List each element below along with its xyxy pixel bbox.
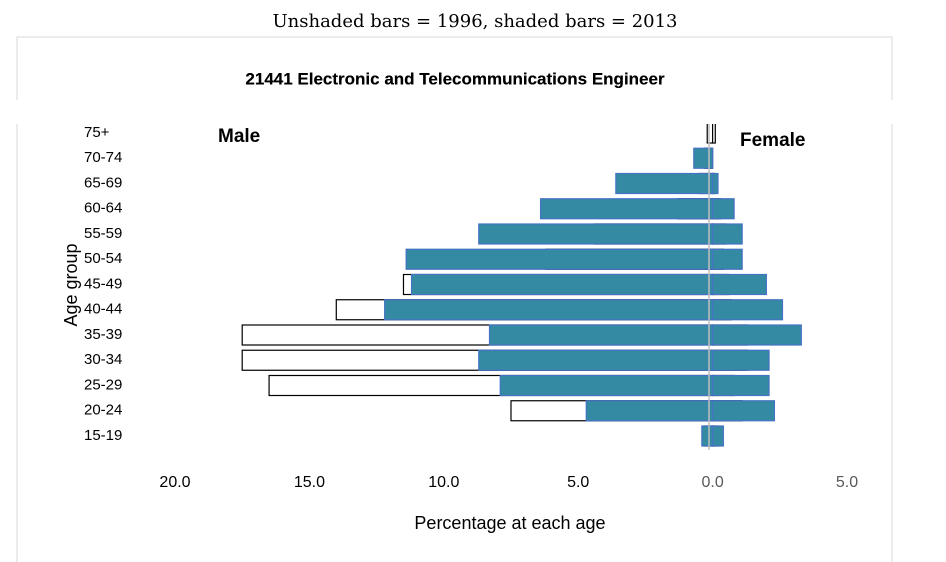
y-tick-label: 60-64 (84, 200, 122, 217)
y-tick-label: 15-19 (84, 427, 122, 444)
bar (478, 223, 714, 245)
female-label: Female (740, 130, 805, 151)
bar (384, 299, 714, 321)
x-tick-label: 0.0 (701, 474, 723, 491)
bar (711, 349, 770, 371)
bar (701, 425, 714, 447)
bar (693, 147, 714, 169)
bar (410, 273, 714, 296)
y-tick-label: 70-74 (84, 149, 122, 166)
bar (711, 425, 724, 447)
chart-frame (16, 36, 893, 562)
bar (711, 172, 719, 195)
y-tick-label: 45-49 (84, 275, 122, 292)
x-tick-label: 5.0 (567, 474, 589, 491)
y-tick-label: 25-29 (84, 376, 122, 393)
bar (711, 324, 802, 346)
bar (405, 248, 714, 270)
x-tick-label: 20.0 (159, 474, 190, 491)
y-axis-title: Age group (61, 243, 81, 326)
bar (711, 273, 767, 296)
bar (711, 299, 784, 321)
y-tick-label: 55-59 (84, 225, 122, 242)
y-tick-label: 75+ (84, 124, 110, 141)
note: Unshaded bars = 1996, shaded bars = 2013 (272, 11, 677, 32)
bar (711, 374, 770, 397)
bar (539, 198, 714, 220)
y-tick-label: 35-39 (84, 326, 122, 343)
y-tick-label: 20-24 (84, 402, 122, 419)
bar (711, 198, 735, 220)
bar (711, 248, 743, 270)
bar (499, 374, 714, 397)
bar (488, 324, 714, 346)
chart-title: 21441 Electronic and Telecommunications … (245, 69, 665, 88)
y-tick-label: 30-34 (84, 351, 122, 368)
bar (706, 122, 714, 144)
bar (585, 400, 714, 422)
chart-title: 21441 Electronic and Telecommunications … (245, 69, 665, 88)
bar (478, 349, 714, 371)
y-tick-label: 40-44 (84, 301, 122, 318)
x-tick-label: 5.0 (836, 474, 858, 491)
y-tick-label: 50-54 (84, 250, 122, 267)
plot-top-mask (0, 100, 946, 124)
bar (711, 223, 743, 245)
x-axis-title: Percentage at each age (414, 513, 605, 533)
bar (615, 172, 714, 195)
x-tick-label: 10.0 (428, 474, 459, 491)
y-tick-label: 65-69 (84, 174, 122, 191)
bar (711, 400, 776, 422)
x-tick-label: 15.0 (294, 474, 325, 491)
male-label: Male (218, 126, 260, 147)
bar (711, 122, 716, 144)
